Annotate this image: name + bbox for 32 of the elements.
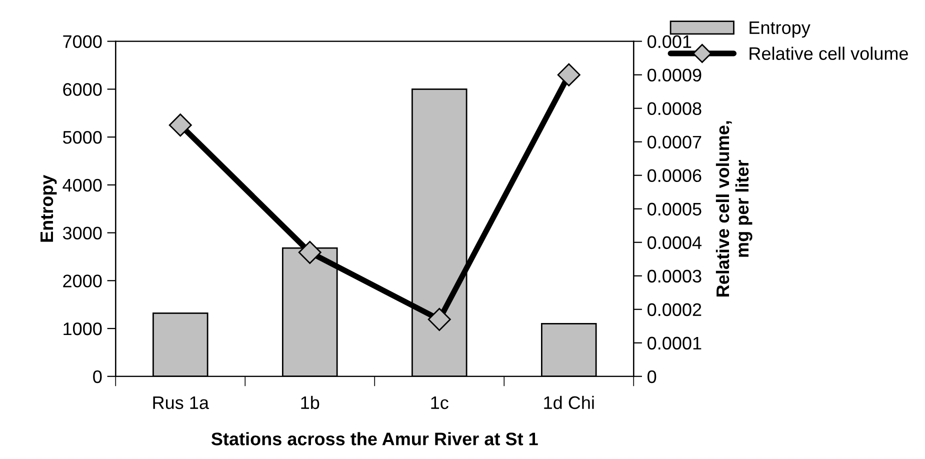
y2-tick-label: 0 <box>648 370 656 384</box>
legend-label: Relative cell volume <box>750 46 908 60</box>
y-tick-label: 3000 <box>62 226 102 240</box>
y2-tick-label: 0.0006 <box>648 169 702 182</box>
y-tick-label: 2000 <box>63 274 102 288</box>
legend-label: Entropy <box>750 22 810 38</box>
x-tick-label: 1c <box>431 396 448 410</box>
y2-axis-title: Relative cell volume, mg per liter <box>716 121 752 296</box>
y2-tick-label: 0.0003 <box>648 270 702 283</box>
x-tick-label: Rus 1a <box>153 396 209 410</box>
y2-tick-label: 0.0005 <box>648 202 702 216</box>
x-axis-title: Stations across the Amur River at St 1 <box>211 432 538 446</box>
y-tick-label: 7000 <box>63 35 102 48</box>
y-tick-label: 5000 <box>62 130 102 144</box>
point <box>168 114 192 137</box>
y2-tick-label: 0.0002 <box>648 303 702 316</box>
y-tick-label: 4000 <box>62 178 102 192</box>
y2-tick-label: 0.0009 <box>648 68 702 82</box>
x-tick-label: 1d Chi <box>544 396 594 410</box>
point <box>557 63 580 86</box>
y2-tick-label: 0.001 <box>648 35 692 48</box>
y-tick-label: 0 <box>93 370 102 384</box>
point <box>428 308 451 331</box>
y-tick-label: 6000 <box>63 83 102 96</box>
y2-tick-label: 0.0008 <box>648 102 702 116</box>
y-axis-title: Entropy <box>40 174 57 242</box>
point <box>298 240 322 264</box>
y-tick-label: 1000 <box>64 322 102 336</box>
y2-tick-label: 0.0004 <box>648 236 702 250</box>
y2-tick-label: 0.0007 <box>648 136 702 149</box>
y2-tick-label: 0.0001 <box>648 336 702 350</box>
x-tick-label: 1b <box>301 396 320 410</box>
